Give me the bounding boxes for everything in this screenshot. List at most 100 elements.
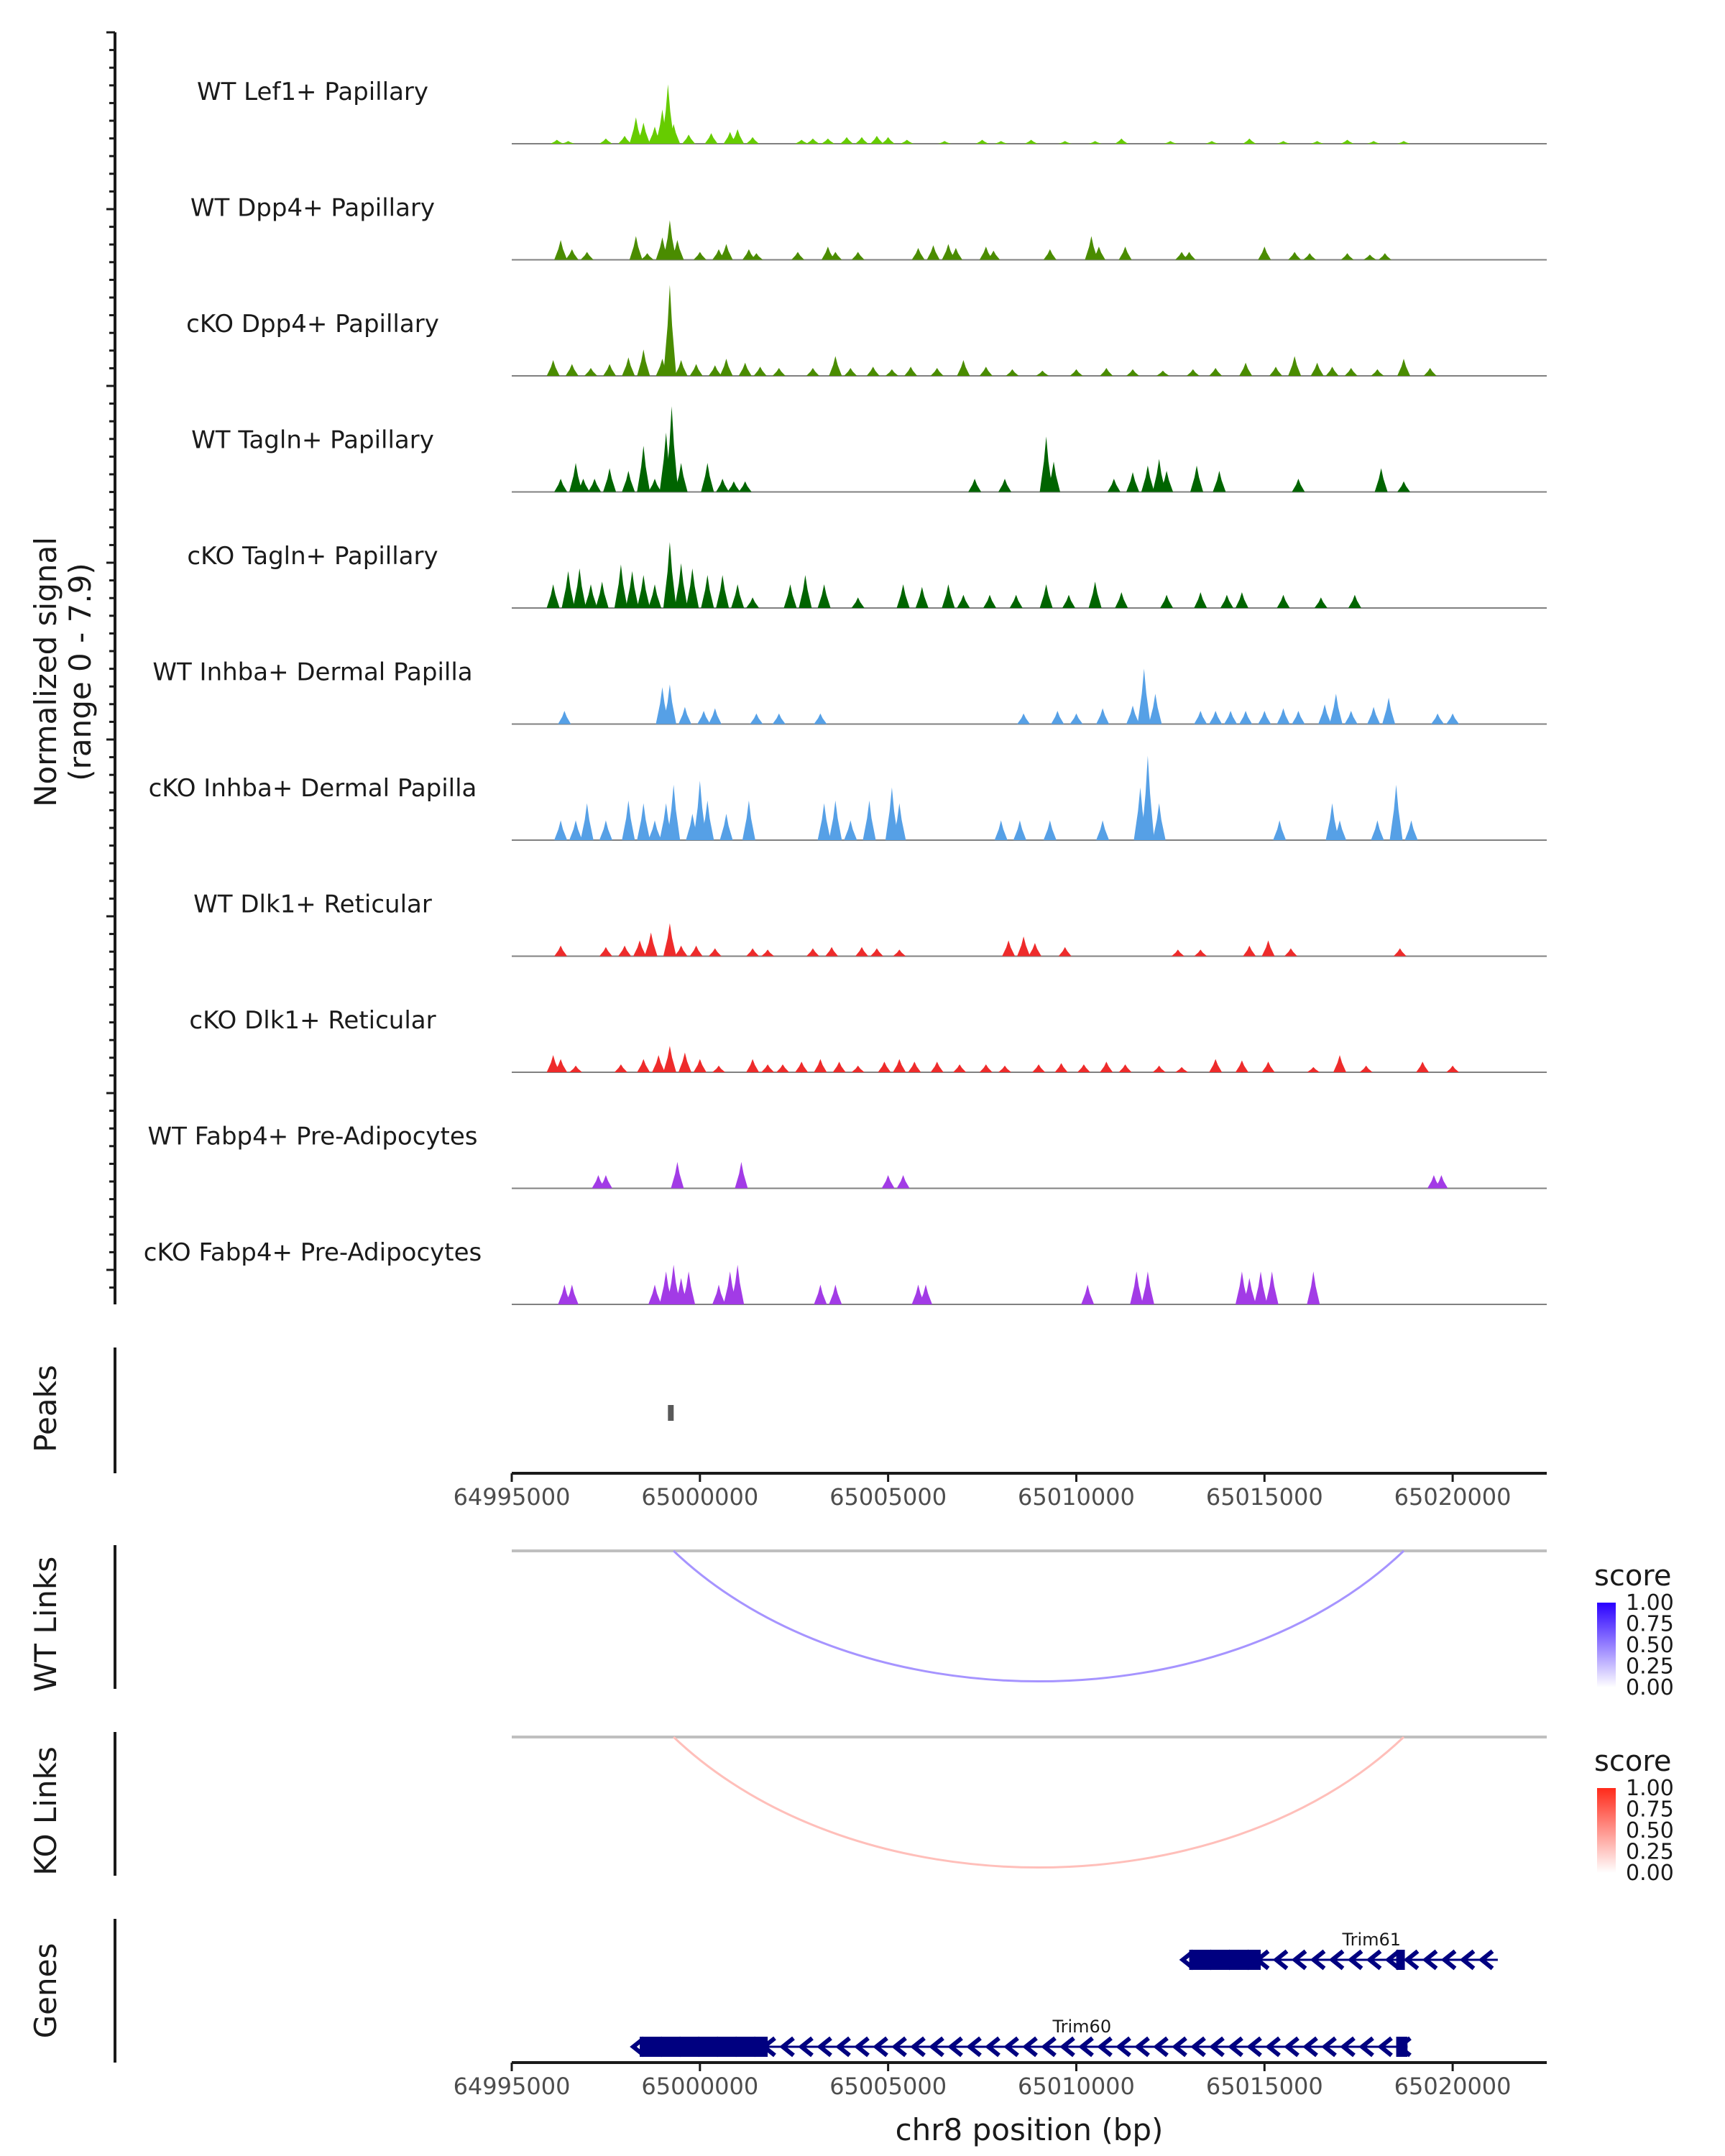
coverage-peak [821,247,834,260]
x-axis-tick-label: 65005000 [829,1483,947,1511]
coverage-peak [1006,369,1019,376]
coverage-peak [750,713,763,724]
coverage-peak [580,803,594,840]
coverage-peak [1378,253,1392,260]
coverage-peak [1325,803,1339,840]
coverage-peak [1265,1271,1279,1304]
coverage-peak [1288,356,1302,376]
coverage-peak [1310,141,1324,144]
coverage-peak [814,713,827,724]
coverage-peak [1389,784,1403,840]
coverage-peak [1310,362,1324,376]
coverage-peak [1307,1271,1320,1304]
coverage-peak [599,1175,612,1189]
coverage-peak [1243,945,1256,957]
coverage-tracks: WT Lef1+ Papillary WT Dpp4+ Papillary cKO … [144,78,1547,1305]
coverage-peak [1371,369,1384,376]
coverage-peak [1446,713,1460,724]
coverage-peak [806,138,819,144]
coverage-peak [1141,755,1154,840]
coverage-peak [1340,139,1354,144]
legend-label: 0.00 [1626,1675,1674,1700]
legend-label: 0.00 [1626,1861,1674,1886]
coverage-peak [900,139,914,144]
coverage-peak [576,479,590,492]
coverage-peak [1329,694,1343,724]
coverage-peak [1130,1271,1144,1304]
genes-track: Trim61 Trim60 [630,1930,1498,2058]
legend-label: 0.75 [1626,1612,1674,1637]
coverage-peak [704,133,718,144]
coverage-peak [817,803,831,840]
coverage-peak [1261,1061,1275,1072]
coverage-peak [1344,711,1358,724]
coverage-peak [1009,594,1023,608]
coverage-peak [750,253,763,260]
coverage-peak [618,136,632,144]
coverage-peak [731,584,745,608]
x-axis-tick-label: 64995000 [454,2073,571,2100]
coverage-peak [637,122,650,144]
coverage-peak [1156,370,1169,376]
coverage-peak [746,1059,760,1072]
coverage-peak [599,946,612,957]
coverage-peak [1043,249,1057,260]
coverage-peak [998,1065,1011,1072]
coverage-peak [795,139,809,144]
coverage-peak [1273,820,1287,840]
coverage-peak [742,249,755,260]
x-axis-bottom: 64995000 65000000 65005000 65010000 65015000… [454,2061,1547,2100]
x-axis-tick-label: 65010000 [1018,2073,1135,2100]
coverage-peak [1431,713,1445,724]
coverage-peak [554,820,568,840]
x-axis-tick-label: 65000000 [641,1483,758,1511]
coverage-peak [851,597,865,608]
coverage-peak [1254,1271,1267,1304]
coverage-peak [667,784,681,840]
coverage-peak [930,368,944,376]
gene-label: Trim61 [1341,1930,1401,1950]
coverage-peak [1276,141,1290,144]
coverage-peak [689,364,703,376]
coverage-peak [1393,948,1407,957]
x-axis-tick-label: 65010000 [1018,1483,1135,1511]
x-axis-tick-label: 64995000 [454,1483,571,1511]
coverage-peak [701,800,714,840]
coverage-peak [550,139,564,144]
coverage-peak [840,137,853,144]
coverage-peak [851,252,865,260]
coverage-track-3: WT Tagln+ Papillary [191,406,1547,493]
coverage-peak [1118,247,1132,260]
coverage-peak [735,1161,748,1189]
coverage-peak [1047,461,1060,492]
coverage-peak [911,248,925,260]
coverage-peak [1126,705,1139,724]
coverage-peak [1088,581,1102,608]
coverage-peak [569,820,582,840]
coverage-peak [648,479,661,492]
coverage-peak [678,1052,691,1072]
genes-track-label: Genes [28,1943,63,2039]
coverage-peak [1141,465,1154,492]
coverage-peak [727,481,740,492]
coverage-track-label: WT Lef1+ Papillary [197,78,428,106]
coverage-peak [791,252,804,260]
coverage-peak [1333,1055,1346,1072]
coverage-peak [614,1064,627,1072]
coverage-peak [1209,711,1223,724]
coverage-peak [957,594,970,608]
coverage-peak [1325,367,1339,376]
coverage-peak [862,800,876,840]
coverage-peak [1024,139,1038,144]
coverage-peak [1239,362,1253,376]
coverage-peak [1239,711,1253,724]
coverage-track-label: WT Fabp4+ Pre-Adipocytes [148,1123,478,1151]
coverage-peak [652,1055,666,1072]
coverage-peak [1017,713,1031,724]
coverage-peak [1092,247,1105,260]
coverage-peak [708,948,722,957]
coverage-peak [776,1064,789,1072]
coverage-peak [629,117,643,144]
coverage-peak [772,713,786,724]
